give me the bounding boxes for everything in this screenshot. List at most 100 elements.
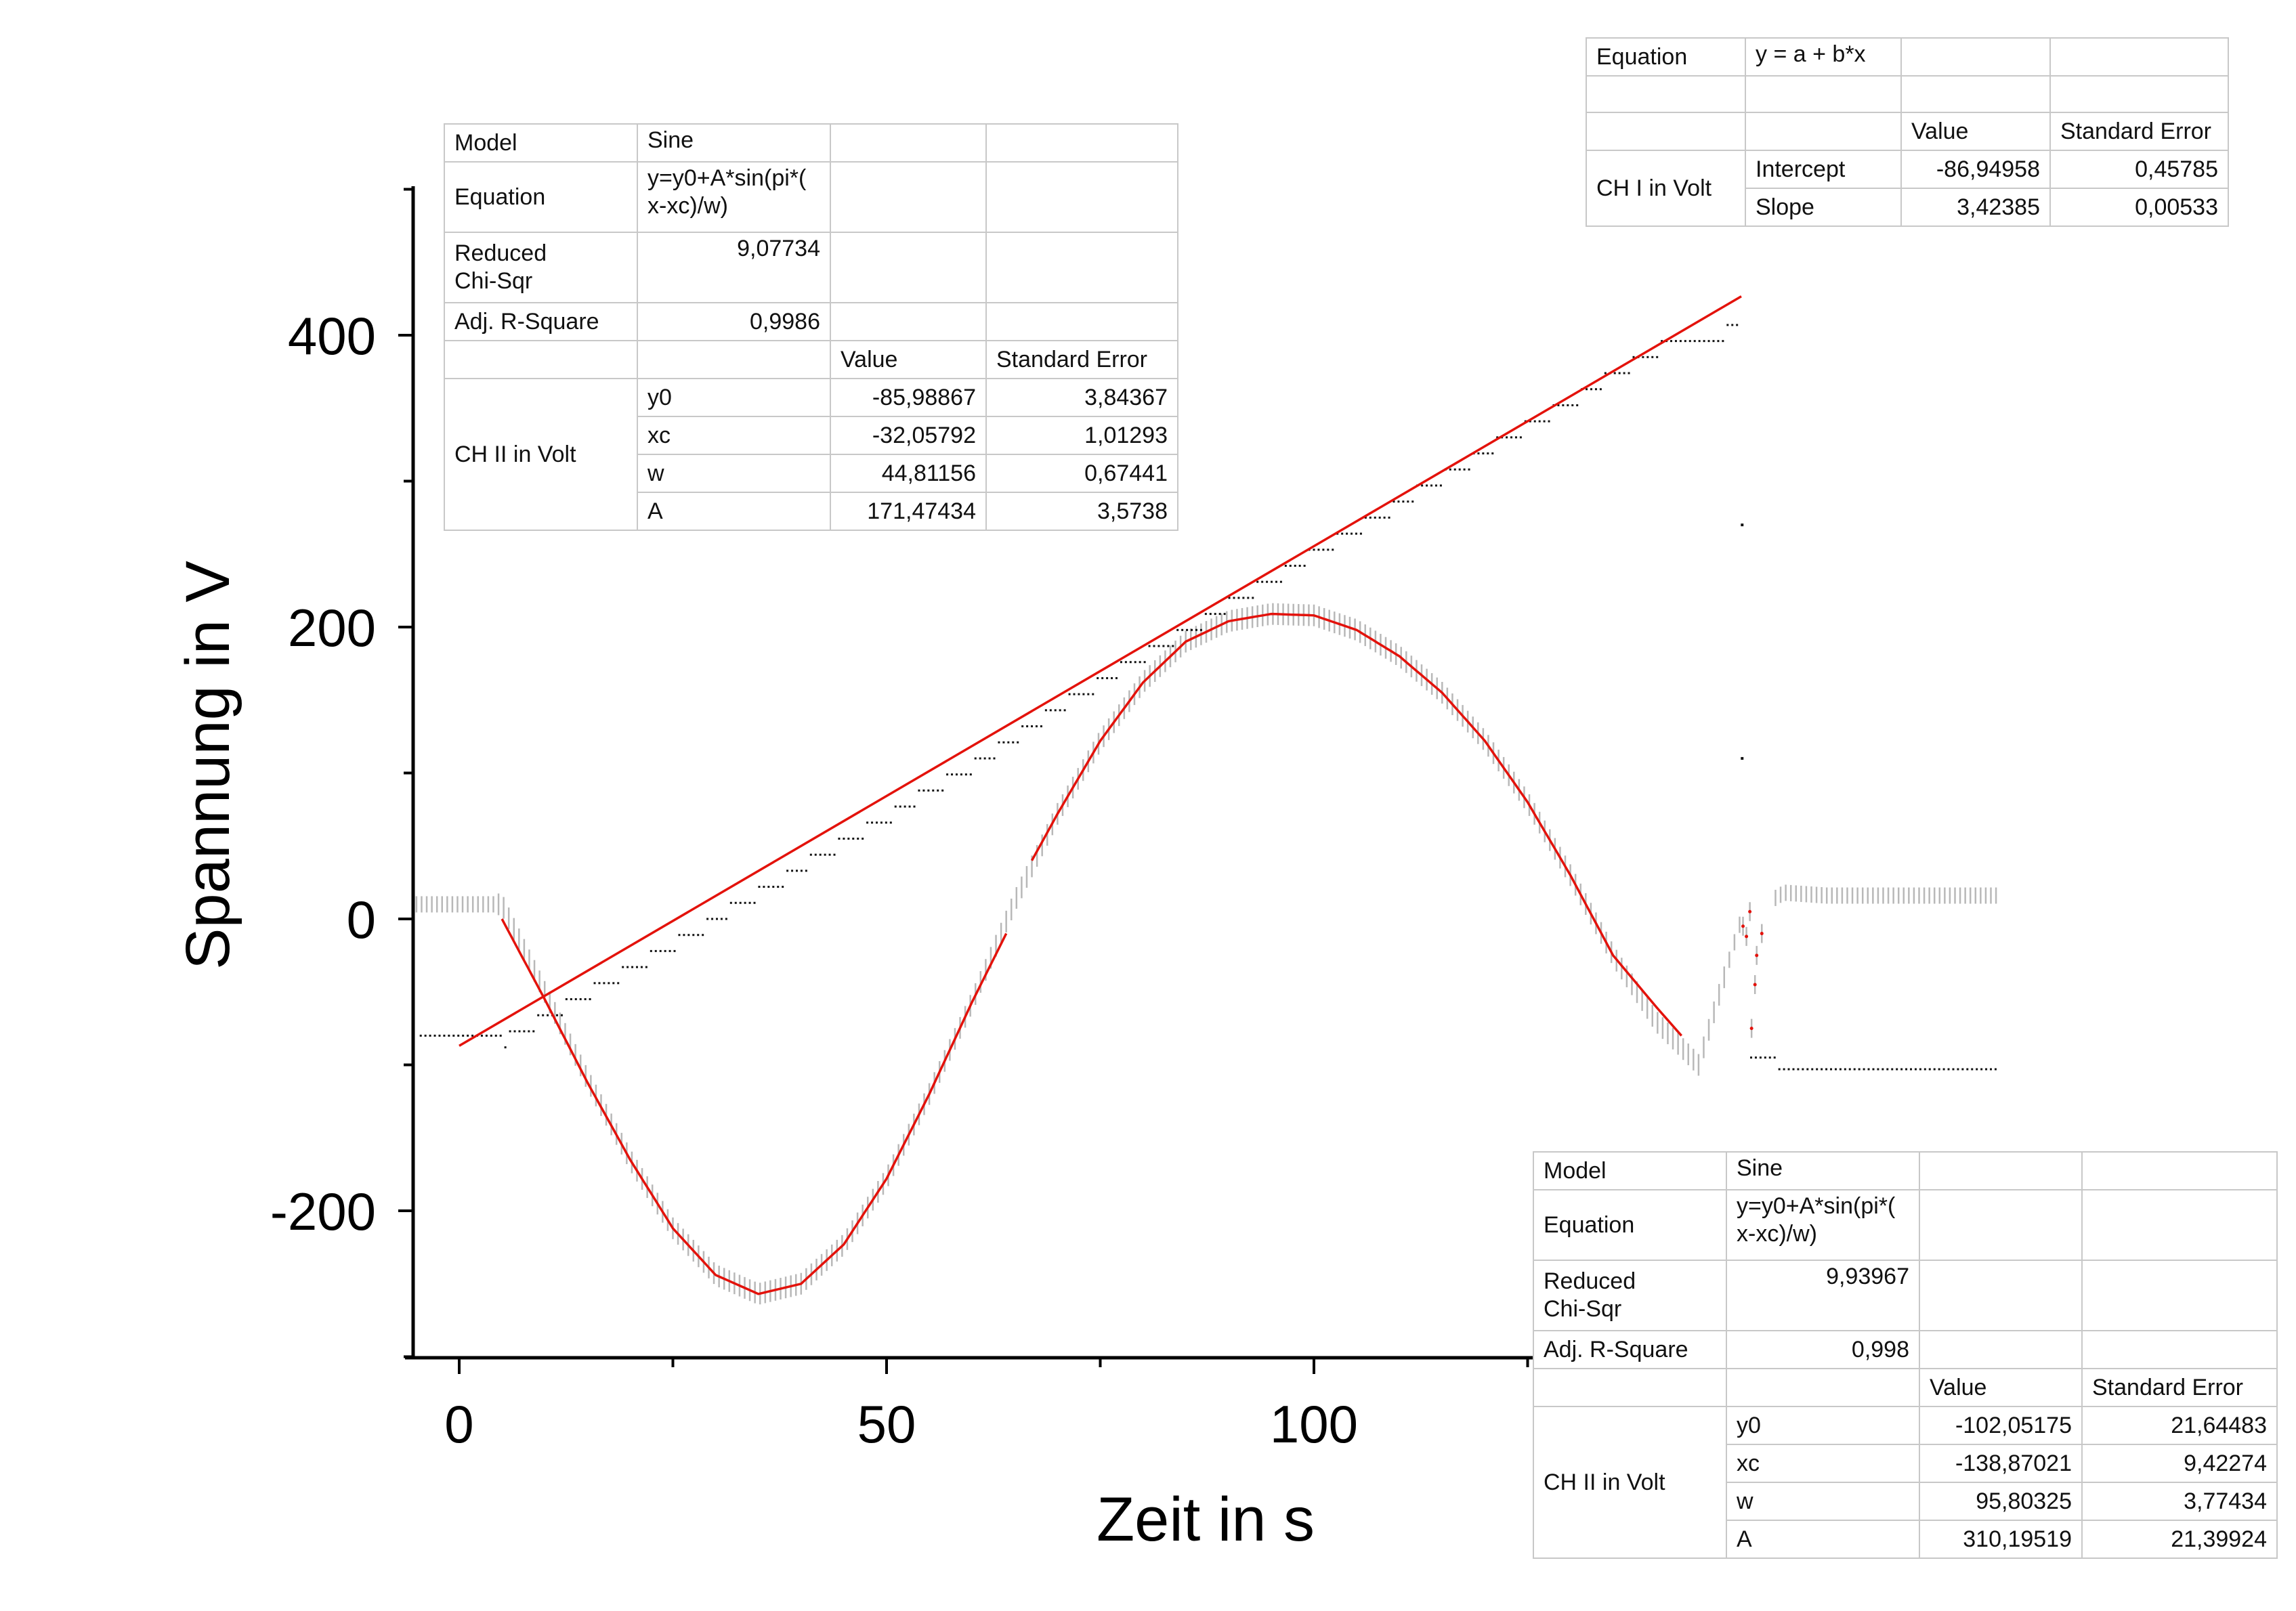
staircase-point bbox=[894, 805, 897, 808]
equation-value: y=y0+A*sin(pi*( x-xc)/w) bbox=[1726, 1189, 1920, 1261]
y-tick-label: -200 bbox=[270, 1182, 376, 1241]
staircase-point bbox=[1773, 1056, 1776, 1059]
staircase-point bbox=[429, 1034, 431, 1037]
staircase-point bbox=[1510, 436, 1513, 439]
param-name: xc bbox=[1726, 1444, 1920, 1483]
staircase-point bbox=[1402, 500, 1405, 503]
staircase-point bbox=[1604, 372, 1607, 374]
staircase-point bbox=[1298, 564, 1301, 567]
param-value: -85,98867 bbox=[830, 378, 987, 417]
staircase-point bbox=[1101, 676, 1104, 679]
param-value: -86,94958 bbox=[1900, 150, 2051, 189]
staircase-point bbox=[1453, 468, 1456, 471]
staircase-point bbox=[673, 949, 676, 952]
staircase-point bbox=[805, 869, 807, 872]
staircase-point bbox=[433, 1034, 436, 1037]
staircase-point bbox=[1214, 613, 1216, 616]
staircase-point bbox=[1971, 1068, 1974, 1071]
staircase-point bbox=[547, 1014, 549, 1016]
spacer bbox=[444, 340, 638, 379]
staircase-point bbox=[1218, 613, 1221, 616]
staircase-point bbox=[532, 1030, 535, 1033]
staircase-point bbox=[1778, 1068, 1781, 1071]
fit-table-bottom: Model Sine Equation y=y0+A*sin(pi*( x-xc… bbox=[1533, 1151, 2278, 1559]
staircase-point bbox=[617, 982, 620, 985]
spacer bbox=[2081, 1189, 2278, 1261]
staircase-point bbox=[1599, 388, 1602, 391]
staircase-point bbox=[1157, 645, 1160, 647]
staircase-point bbox=[593, 982, 596, 985]
staircase-point bbox=[697, 934, 700, 937]
staircase-point bbox=[589, 998, 591, 1001]
param-value: -138,87021 bbox=[1919, 1444, 2083, 1483]
staircase-point bbox=[1557, 404, 1560, 406]
staircase-point bbox=[862, 837, 864, 840]
staircase-point bbox=[1261, 580, 1264, 583]
staircase-point bbox=[1966, 1068, 1969, 1071]
staircase-point bbox=[1787, 1068, 1790, 1071]
param-name: Slope bbox=[1745, 188, 1902, 227]
staircase-point bbox=[504, 1046, 507, 1049]
staircase-point bbox=[1111, 676, 1113, 679]
staircase-point bbox=[1303, 564, 1306, 567]
staircase-point bbox=[1322, 549, 1325, 551]
data-point-marker bbox=[1745, 935, 1749, 939]
data-point-marker bbox=[1749, 1027, 1753, 1031]
staircase-point bbox=[452, 1034, 455, 1037]
staircase-point bbox=[941, 789, 944, 792]
staircase-point bbox=[1068, 693, 1071, 695]
staircase-point bbox=[1449, 468, 1451, 471]
staircase-point bbox=[715, 918, 718, 920]
staircase-point bbox=[824, 853, 826, 856]
spacer bbox=[1919, 1189, 2083, 1261]
staircase-point bbox=[814, 853, 817, 856]
staircase-point bbox=[1976, 1068, 1978, 1071]
staircase-point bbox=[1256, 580, 1259, 583]
staircase-point bbox=[1938, 1068, 1940, 1071]
staircase-point bbox=[1802, 1068, 1804, 1071]
param-name: Intercept bbox=[1745, 150, 1902, 189]
staircase-point bbox=[1271, 580, 1273, 583]
staircase-point bbox=[964, 773, 967, 776]
staircase-point bbox=[937, 789, 939, 792]
staircase-point bbox=[913, 805, 916, 808]
staircase-point bbox=[1858, 1068, 1861, 1071]
staircase-point bbox=[918, 789, 920, 792]
staircase-point bbox=[1120, 661, 1122, 664]
staircase-point bbox=[843, 837, 845, 840]
spacer bbox=[2081, 1260, 2278, 1331]
staircase-point bbox=[668, 949, 671, 952]
equation-value: y = a + b*x bbox=[1745, 37, 1902, 77]
sine-fit-curve bbox=[501, 918, 1008, 1295]
staircase-point bbox=[1910, 1068, 1913, 1071]
staircase-point bbox=[1736, 324, 1739, 326]
staircase-point bbox=[574, 998, 577, 1001]
staircase-point bbox=[903, 805, 906, 808]
staircase-point bbox=[1393, 500, 1395, 503]
staircase-point bbox=[1928, 1068, 1931, 1071]
staircase-point bbox=[1990, 1068, 1993, 1071]
staircase-point bbox=[1529, 420, 1531, 423]
spacer bbox=[1919, 1151, 2083, 1190]
staircase-point bbox=[951, 773, 954, 776]
staircase-point bbox=[1562, 404, 1565, 406]
staircase-point bbox=[1035, 725, 1038, 728]
col-value-header: Value bbox=[1919, 1368, 2083, 1407]
staircase-point bbox=[650, 949, 652, 952]
chisq-value: 9,93967 bbox=[1726, 1260, 1920, 1331]
staircase-point bbox=[955, 773, 958, 776]
staircase-point bbox=[1275, 580, 1277, 583]
spacer bbox=[1745, 112, 1902, 151]
param-error: 21,39924 bbox=[2081, 1520, 2278, 1559]
staircase-point bbox=[462, 1034, 465, 1037]
staircase-point bbox=[1613, 372, 1616, 374]
staircase-point bbox=[1821, 1068, 1823, 1071]
spacer bbox=[985, 232, 1178, 303]
staircase-point bbox=[1487, 452, 1489, 455]
staircase-point bbox=[871, 821, 874, 824]
model-label: Model bbox=[444, 123, 638, 163]
staircase-point bbox=[692, 934, 695, 937]
data-point-marker bbox=[1760, 932, 1764, 936]
staircase-point bbox=[1863, 1068, 1865, 1071]
